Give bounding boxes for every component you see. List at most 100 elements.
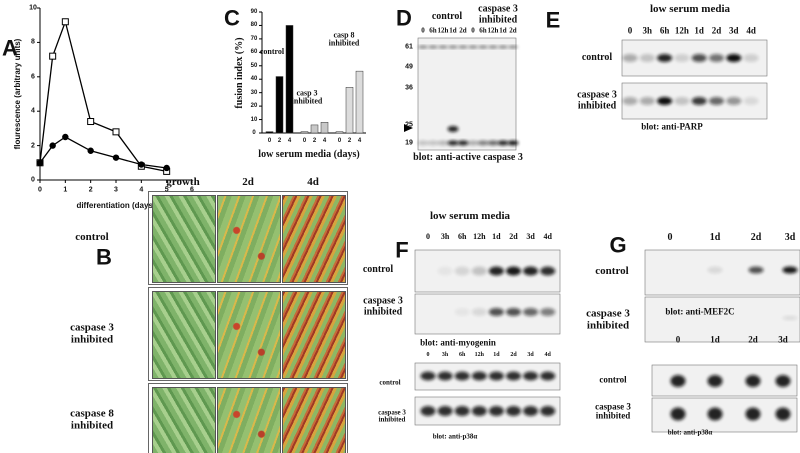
blot-band — [745, 375, 761, 387]
blot-band — [674, 97, 690, 105]
lane-label: 1d — [709, 231, 721, 243]
lane-label: 1d — [499, 26, 507, 35]
blot-band — [670, 407, 686, 421]
lane-label: 3d — [729, 25, 739, 36]
micrograph — [217, 387, 281, 453]
x-tick-label: 0 — [302, 137, 307, 144]
blot-band — [523, 308, 539, 316]
blot-band — [488, 308, 504, 316]
bar — [265, 131, 274, 134]
bar — [300, 131, 309, 134]
blot-band — [420, 371, 436, 381]
row-label: control — [362, 263, 394, 275]
blot-membrane — [414, 362, 561, 391]
group-label: control — [431, 10, 463, 22]
blot-band — [471, 308, 487, 316]
blot-band — [674, 54, 690, 62]
blot-caption: blot: anti-active caspase 3 — [413, 151, 523, 163]
blot-band — [477, 140, 489, 146]
blot-band — [437, 140, 449, 146]
blot-band — [506, 266, 521, 276]
x-tick-label: 0 — [337, 137, 342, 144]
blot-band — [743, 54, 759, 62]
blot-band — [523, 371, 539, 381]
blot-band — [639, 97, 655, 105]
blot-band — [468, 45, 478, 49]
y-axis-label: flourescence (arbitrary units) — [12, 38, 22, 150]
lane-label: 1d — [694, 25, 704, 36]
x-tick-label: 5 — [164, 186, 169, 194]
blot-caption: blot: anti-PARP — [641, 121, 703, 132]
blot-band — [540, 308, 556, 316]
x-tick-label: 4 — [322, 137, 327, 144]
panel-letter: F — [395, 237, 409, 263]
lane-label: 0 — [426, 351, 430, 358]
lane-label: 0 — [667, 231, 673, 243]
blot-band — [507, 140, 519, 146]
blot-band — [622, 54, 638, 62]
size-marker: 61 — [405, 43, 413, 51]
lane-label: 0 — [675, 334, 681, 345]
row-label: control — [379, 378, 401, 387]
blot-membrane — [644, 249, 800, 296]
group-label: caspase 3 inhibited — [478, 3, 518, 25]
size-marker: 19 — [405, 139, 413, 147]
blot-band — [506, 308, 521, 316]
point — [36, 159, 44, 166]
y-tick-label: 40 — [250, 76, 258, 83]
blot-band — [428, 45, 438, 49]
blot-band — [418, 45, 428, 49]
blot-membrane — [644, 296, 800, 343]
y-tick-label: 10 — [29, 4, 37, 12]
blot-band — [454, 371, 470, 381]
x-tick-label: 2 — [88, 186, 93, 194]
blot-band — [748, 266, 764, 274]
blot-membrane — [417, 37, 517, 151]
row-label: control — [599, 374, 627, 385]
blot-band — [488, 266, 504, 276]
y-tick-label: 90 — [250, 8, 258, 15]
lane-label: 0 — [421, 26, 425, 35]
blot-band — [454, 266, 470, 276]
lane-label: 1d — [710, 334, 720, 345]
point — [49, 52, 57, 60]
blot-band — [478, 45, 488, 49]
x-tick-label: 0 — [38, 186, 42, 194]
panel-letter: G — [609, 232, 627, 258]
panel-letter: A — [2, 35, 18, 61]
blot-band — [471, 371, 487, 381]
point — [62, 133, 69, 141]
blot-band — [437, 266, 453, 276]
blot-band — [657, 54, 673, 62]
blot-band — [707, 375, 723, 387]
y-tick-label: 70 — [250, 35, 258, 42]
x-tick-label: 4 — [287, 137, 292, 144]
blot-band — [709, 54, 724, 62]
bar — [335, 131, 344, 134]
micrograph — [282, 291, 346, 379]
bar — [285, 25, 294, 134]
x-tick-label: 2 — [277, 137, 282, 144]
column-header: 2d — [242, 176, 254, 189]
blot-band — [454, 308, 470, 316]
bar — [275, 76, 284, 134]
blot-band — [691, 54, 707, 62]
lane-label: 12h — [487, 26, 499, 35]
blot-band — [487, 140, 499, 146]
lane-label: 3h — [440, 231, 450, 241]
blot-band — [420, 406, 436, 416]
micrograph — [152, 387, 216, 453]
y-tick-label: 80 — [250, 22, 258, 29]
bar — [355, 70, 364, 134]
bar — [320, 121, 329, 134]
micrograph — [282, 195, 346, 283]
blot-band — [775, 375, 791, 387]
y-tick-label: 50 — [250, 62, 258, 69]
panel-letter: C — [224, 5, 240, 31]
annotation: control — [259, 46, 285, 56]
blot-caption: blot: anti-p38α — [432, 432, 478, 441]
series-line — [39, 19, 167, 173]
blot-band — [471, 266, 487, 276]
